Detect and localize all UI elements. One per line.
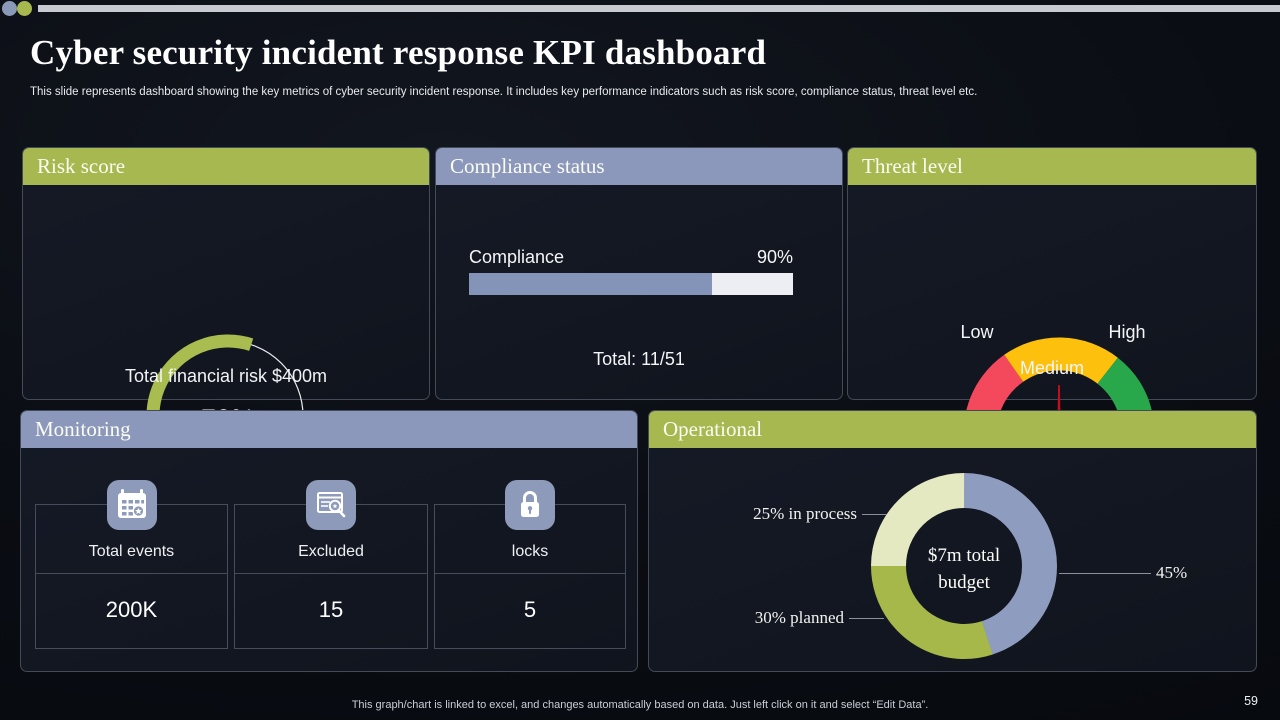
page-number: 59 [1244,694,1258,708]
footer-note: This graph/chart is linked to excel, and… [351,699,929,711]
compliance-total: Total: 11/51 [593,349,685,369]
risk-score-header: Risk score [23,148,429,185]
risk-score-caption: Total financial risk $400m [124,366,328,386]
monitoring-cell-excluded: Excluded 15 [234,480,428,649]
monitoring-cell-total-events: Total events 200K [35,480,228,649]
compliance-percentage: 90% [756,247,793,267]
monitoring-value-locks: 5 [523,597,537,622]
compliance-progress-fill [469,273,712,295]
gauge-low-label: Low [960,322,994,342]
threat-level-header: Threat level [848,148,1256,185]
leader-line-planned [849,618,884,619]
compliance-label: Compliance [469,247,565,267]
page-title: Cyber security incident response KPI das… [30,33,767,72]
donut-label-in-process: 25% in process [753,504,857,523]
compliance-header: Compliance status [436,148,842,185]
lock-icon [505,480,555,530]
cell-divider [435,573,625,574]
monitoring-label-excluded: Excluded [298,543,364,560]
operational-header: Operational [649,411,1256,448]
panel-compliance-status: Compliance status Compliance 90% Total: … [435,147,843,400]
deco-circle-blue [2,1,17,16]
monitoring-label-total-events: Total events [88,543,175,560]
panel-monitoring: Monitoring Total events 200K [20,410,638,672]
monitoring-value-total-events: 200K [105,597,158,622]
monitoring-cell-locks: locks 5 [434,480,626,649]
deco-circle-olive [17,1,32,16]
panel-threat-level: Threat level Low High Medium [847,147,1257,463]
leader-line-largest [1059,573,1151,574]
gauge-value-label: Medium [1019,358,1085,378]
cell-divider [36,573,227,574]
monitoring-value-excluded: 15 [318,597,344,622]
document-search-icon [306,480,356,530]
leader-line-in-process [862,514,887,515]
top-divider-bar [38,5,1280,12]
calendar-icon [106,480,157,530]
panel-risk-score: Risk score 70% Total financial risk $400… [22,147,430,498]
monitoring-label-locks: locks [511,543,549,560]
page-subtitle: This slide represents dashboard showing … [30,86,978,98]
compliance-progress-bar[interactable] [469,273,793,295]
donut-label-largest: 45% [1156,563,1188,582]
gauge-high-label: High [1108,322,1146,342]
panel-operational: Operational $7m total budget 25% in proc… [648,410,1257,672]
monitoring-header: Monitoring [21,411,637,448]
donut-label-planned: 30% planned [754,608,844,627]
operational-donut-chart[interactable] [864,466,1064,666]
cell-divider [235,573,427,574]
donut-center-label: $7m total budget [927,545,1001,593]
